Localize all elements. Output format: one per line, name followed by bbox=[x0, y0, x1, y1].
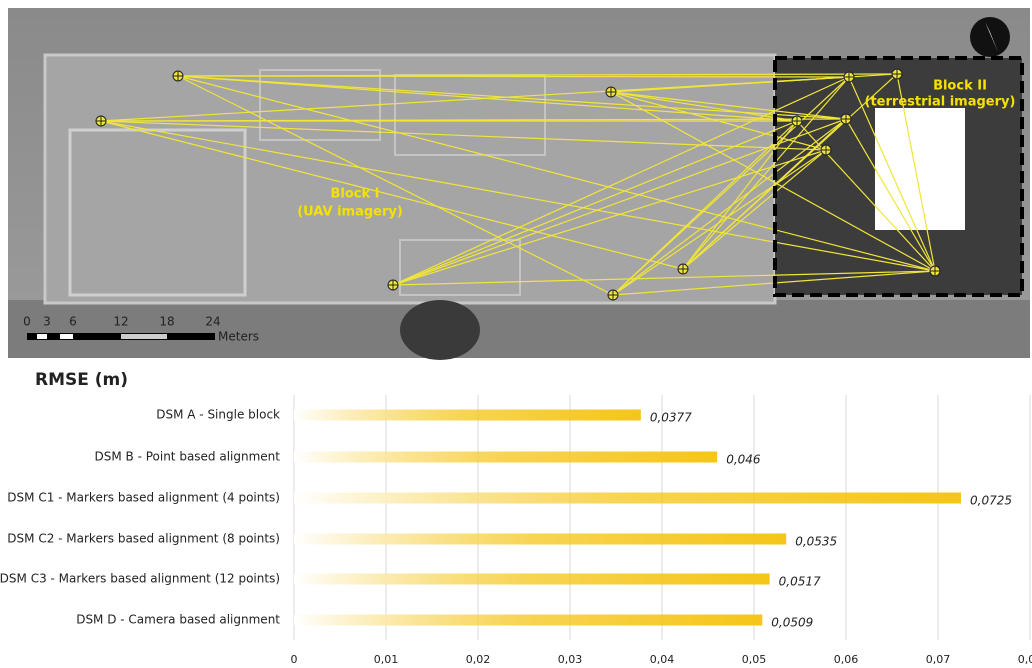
x-tick-label: 0,02 bbox=[466, 653, 491, 666]
value-label: 0,046 bbox=[726, 453, 761, 467]
value-label: 0,0517 bbox=[779, 575, 821, 589]
x-tick-label: 0 bbox=[291, 653, 298, 666]
bar bbox=[294, 534, 786, 545]
scale-label: 3 bbox=[43, 315, 51, 329]
bar bbox=[294, 452, 717, 463]
y-tick-label: DSM C1 - Markers based alignment (4 poin… bbox=[7, 491, 280, 505]
y-tick-label: DSM B - Point based alignment bbox=[95, 450, 281, 464]
bar bbox=[294, 410, 641, 421]
block-label: (UAV imagery) bbox=[297, 205, 403, 220]
page: Block I (UAV imagery) Block II (terrestr… bbox=[0, 0, 1032, 668]
scale-unit: Meters bbox=[218, 330, 259, 344]
bar bbox=[294, 493, 961, 504]
y-tick-label: DSM D - Camera based alignment bbox=[76, 613, 280, 627]
figure: Block I (UAV imagery) Block II (terrestr… bbox=[0, 0, 1032, 668]
x-tick-label: 0,06 bbox=[834, 653, 859, 666]
scale-label: 6 bbox=[69, 315, 77, 329]
value-label: 0,0535 bbox=[795, 535, 837, 549]
block-label: Block I bbox=[330, 187, 379, 202]
bar bbox=[294, 615, 762, 626]
block-label: Block II bbox=[933, 79, 987, 94]
chart-title: RMSE (m) bbox=[35, 370, 128, 390]
bar bbox=[294, 574, 770, 585]
y-tick-label: DSM A - Single block bbox=[156, 408, 280, 422]
scale-label: 12 bbox=[113, 315, 128, 329]
x-tick-label: 0,07 bbox=[926, 653, 951, 666]
scale-label: 24 bbox=[205, 315, 220, 329]
x-tick-label: 0,03 bbox=[558, 653, 583, 666]
x-tick-label: 0,08 bbox=[1018, 653, 1032, 666]
x-tick-label: 0,05 bbox=[742, 653, 767, 666]
x-tick-label: 0,01 bbox=[374, 653, 399, 666]
scale-label: 0 bbox=[23, 315, 31, 329]
value-label: 0,0377 bbox=[650, 411, 692, 425]
value-label: 0,0509 bbox=[771, 616, 813, 630]
x-tick-label: 0,04 bbox=[650, 653, 675, 666]
block-label: (terrestrial imagery) bbox=[865, 95, 1016, 110]
value-label: 0,0725 bbox=[970, 494, 1012, 508]
scale-label: 18 bbox=[159, 315, 174, 329]
y-tick-label: DSM C3 - Markers based alignment (12 poi… bbox=[0, 572, 280, 586]
y-tick-label: DSM C2 - Markers based alignment (8 poin… bbox=[7, 532, 280, 546]
aerial-image: Block I (UAV imagery) Block II (terrestr… bbox=[8, 8, 1030, 360]
